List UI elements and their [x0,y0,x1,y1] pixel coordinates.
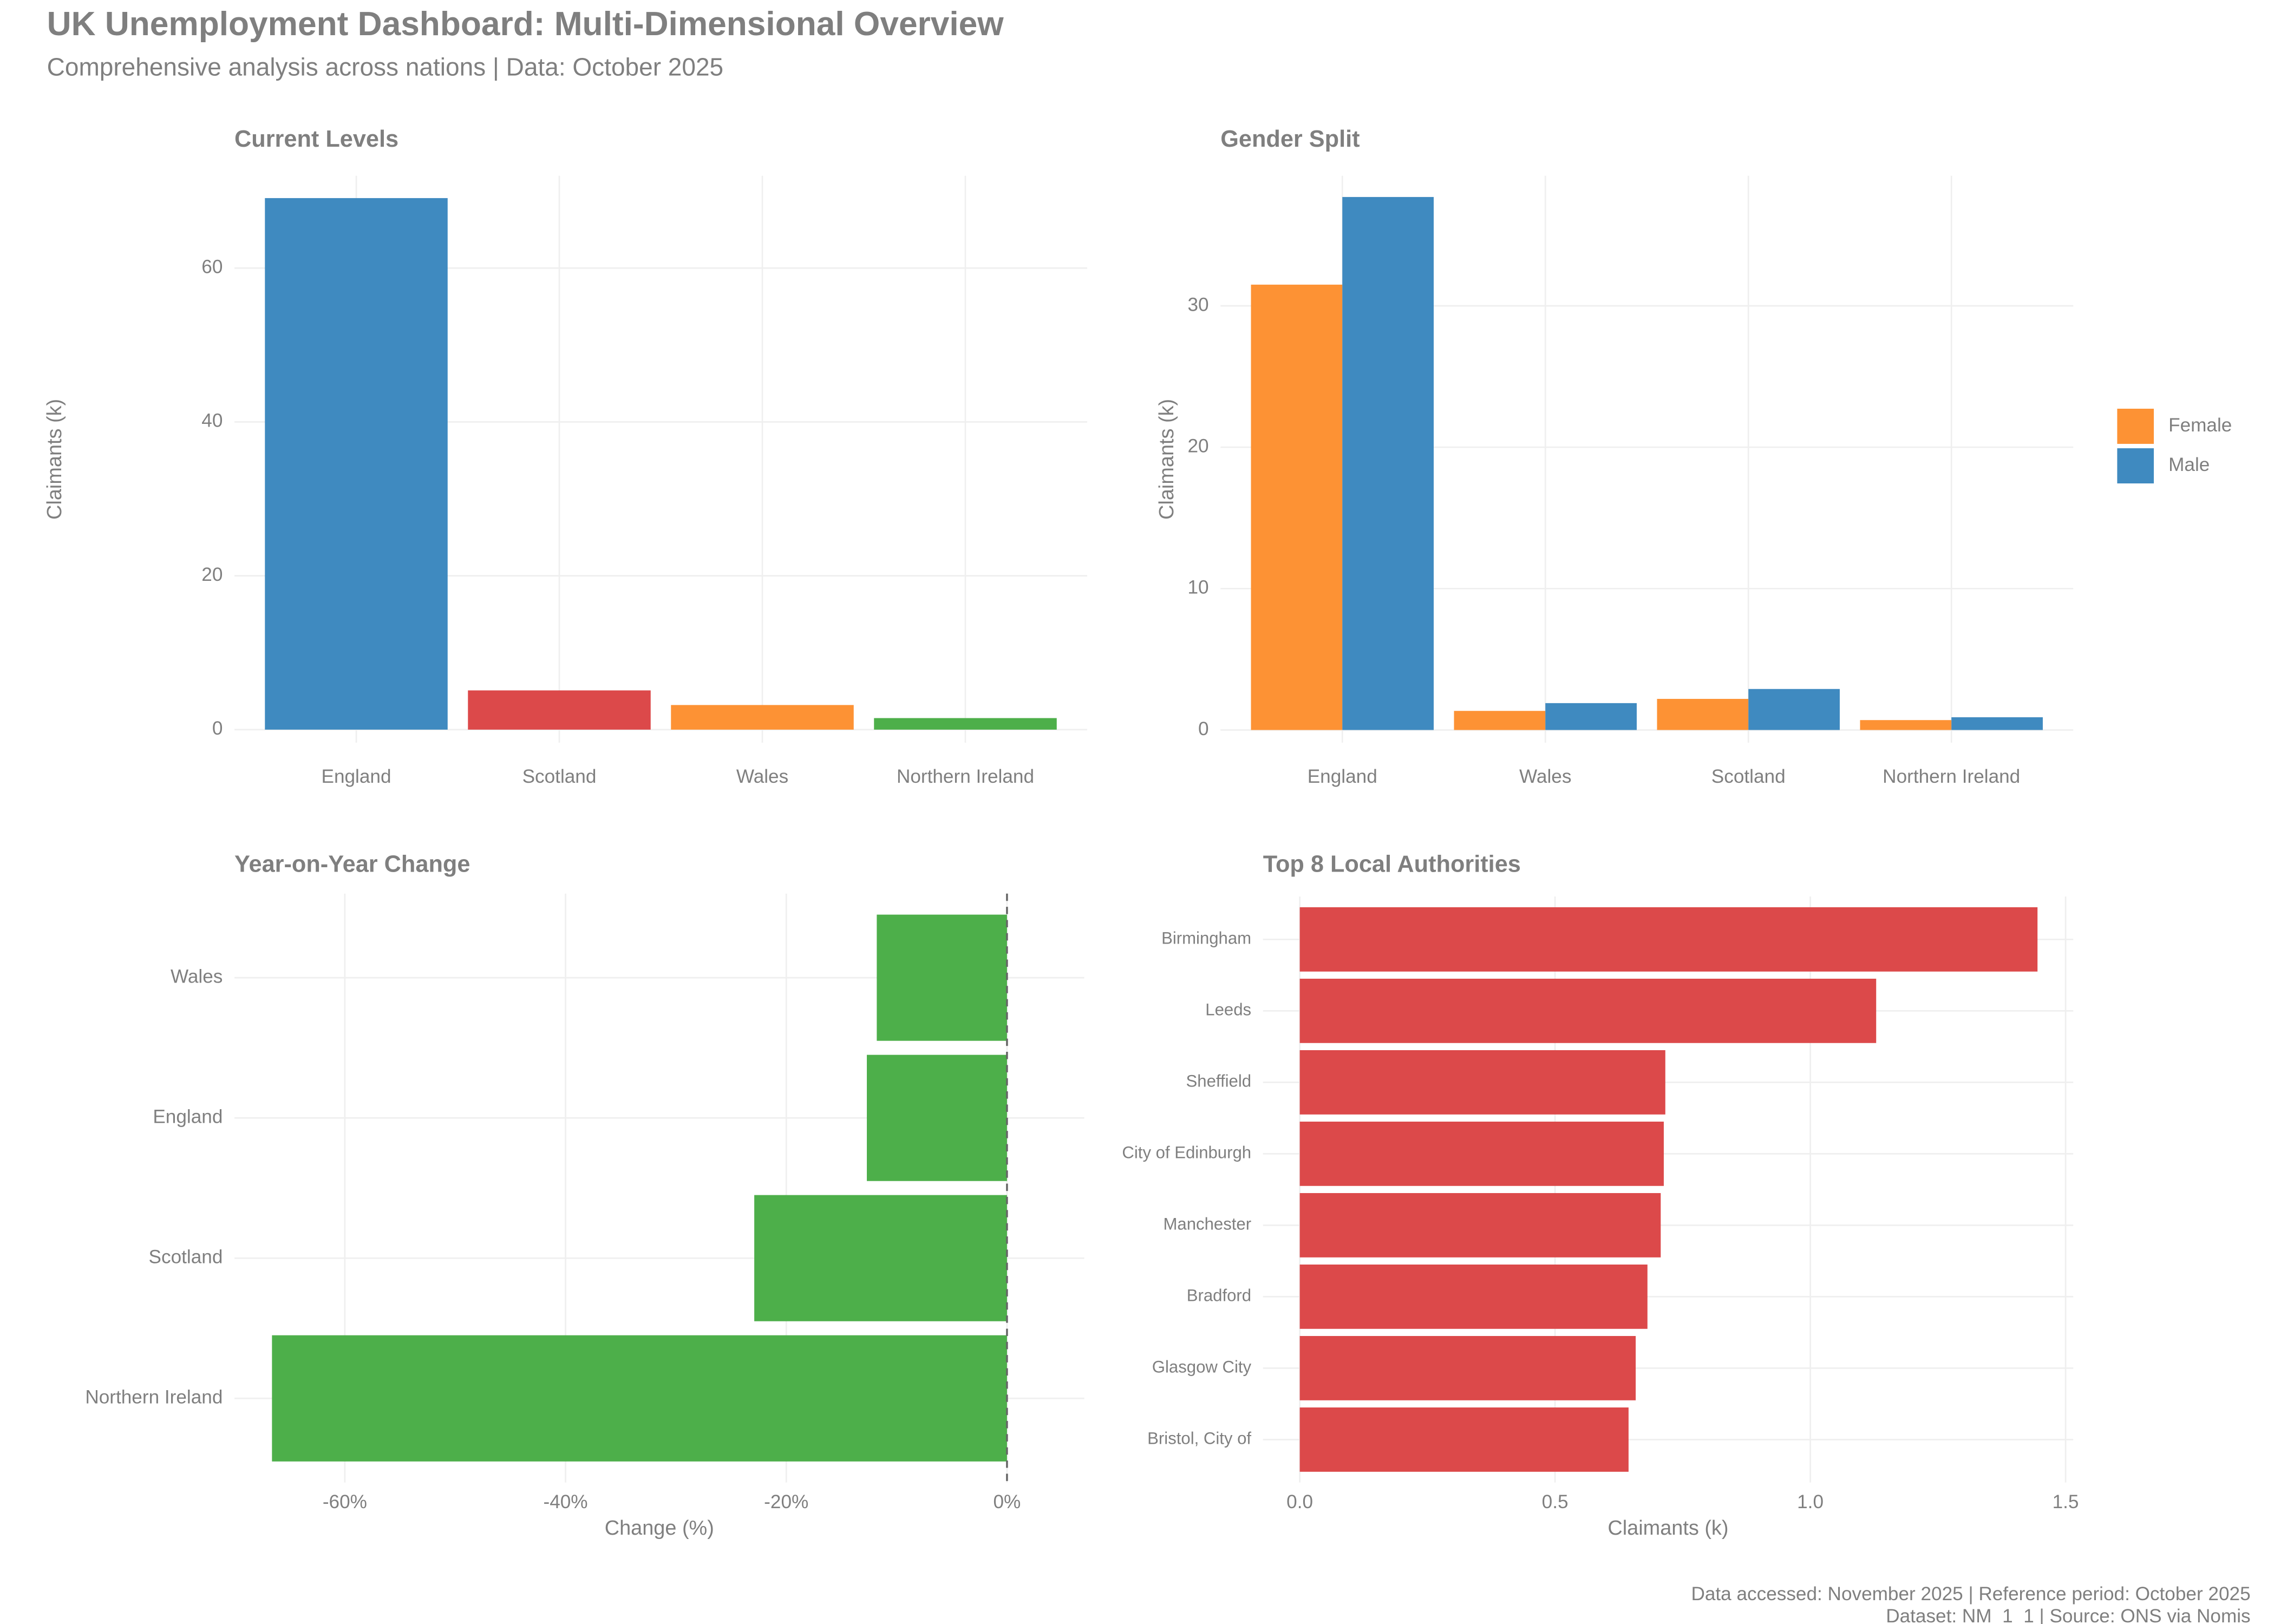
bar [1299,1193,1661,1258]
x-tick-label: Northern Ireland [1883,766,2020,787]
panel-title: Current Levels [234,126,398,152]
bar [1299,1264,1648,1329]
bar [1342,197,1434,730]
y-tick-label: Leeds [1205,1000,1251,1019]
bar [877,914,1007,1041]
bar [1860,720,1952,730]
bar [671,705,854,730]
x-tick-label: Scotland [1711,766,1786,787]
x-tick-label: 0% [993,1491,1021,1512]
y-tick-label: Wales [171,966,223,987]
legend-key [2117,448,2154,484]
y-tick-label: City of Edinburgh [1122,1143,1251,1162]
footer-line: Dataset: NM_1_1 | Source: ONS via Nomis [1886,1606,2250,1624]
bar [265,198,448,730]
x-tick-label: Wales [1519,766,1571,787]
y-tick-label: 0 [1198,718,1209,739]
bar [272,1335,1007,1462]
y-tick-label: Birmingham [1161,929,1251,948]
legend-key [2117,409,2154,444]
bar [1657,699,1749,730]
y-tick-label: Northern Ireland [85,1386,223,1407]
page-subtitle: Comprehensive analysis across nations | … [47,53,723,81]
y-tick-label: 10 [1187,577,1208,598]
x-tick-label: 1.0 [1797,1491,1824,1512]
x-tick-label: -40% [544,1491,588,1512]
bar [1299,1335,1636,1400]
x-axis-title: Claimants (k) [1608,1517,1728,1540]
x-axis-title: Change (%) [605,1517,714,1540]
x-tick-label: Scotland [522,766,597,787]
bar [1299,1050,1665,1115]
bar [1748,689,1840,730]
bar [1299,907,2038,972]
bar [754,1195,1007,1321]
bar [468,690,651,730]
y-axis-title: Claimants (k) [43,399,66,520]
y-tick-label: England [153,1106,223,1127]
y-tick-label: Bristol, City of [1147,1429,1251,1448]
y-tick-label: 20 [1187,435,1208,456]
bar [1299,1121,1664,1186]
page-title: UK Unemployment Dashboard: Multi-Dimensi… [47,5,1004,43]
footer-line: Data accessed: November 2025 | Reference… [1691,1583,2250,1605]
bar [867,1055,1007,1181]
x-tick-label: England [322,766,391,787]
y-tick-label: Scotland [149,1246,223,1267]
y-tick-label: Bradford [1187,1286,1251,1305]
bar [1299,1407,1629,1472]
bar [1454,711,1546,730]
bar [1545,703,1637,730]
y-tick-label: Manchester [1164,1215,1252,1234]
legend-label: Male [2168,454,2210,475]
y-tick-label: Glasgow City [1152,1358,1252,1377]
y-tick-label: Sheffield [1186,1072,1252,1091]
legend-label: Female [2168,415,2232,436]
y-tick-label: 60 [201,257,223,278]
panel-title: Top 8 Local Authorities [1263,852,1521,878]
x-tick-label: Wales [736,766,788,787]
y-tick-label: 0 [212,718,223,739]
y-tick-label: 30 [1187,294,1208,315]
x-tick-label: -20% [764,1491,808,1512]
y-tick-label: 40 [201,410,223,431]
x-tick-label: 1.5 [2053,1491,2079,1512]
bar [874,718,1057,730]
x-tick-label: 0.5 [1542,1491,1569,1512]
x-tick-label: -60% [323,1491,367,1512]
y-tick-label: 20 [201,564,223,585]
bar [1951,717,2043,730]
x-tick-label: England [1308,766,1377,787]
x-tick-label: 0.0 [1286,1491,1313,1512]
y-axis-title: Claimants (k) [1155,399,1178,520]
bar [1251,284,1343,730]
x-tick-label: Northern Ireland [897,766,1034,787]
panel-title: Year-on-Year Change [234,852,470,878]
bar [1299,978,1877,1043]
panel-title: Gender Split [1220,126,1360,152]
